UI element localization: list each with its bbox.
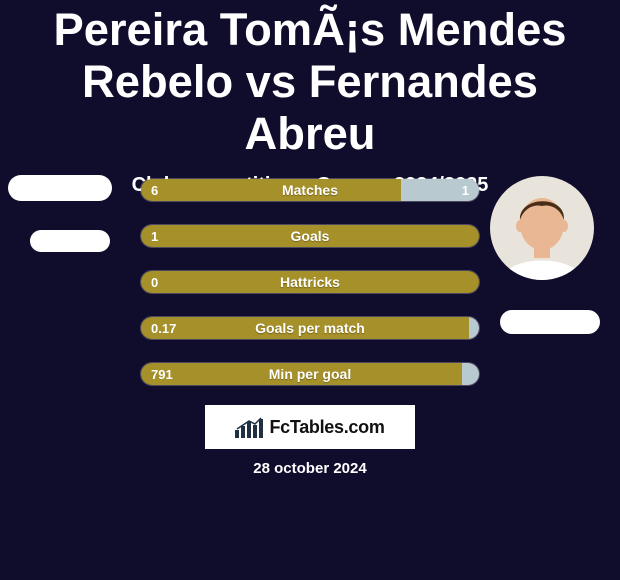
stat-bar-label: Matches	[141, 179, 479, 201]
stat-bar-row: 1Goals	[140, 224, 480, 248]
stat-bar-row: 61Matches	[140, 178, 480, 202]
stat-bars: 61Matches 1Goals 0Hattricks 0.17Goals per m…	[140, 178, 480, 408]
player-left-chip-1	[8, 175, 112, 201]
avatar-illustration	[490, 176, 594, 280]
stat-bar-label: Goals	[141, 225, 479, 247]
page-title: Pereira TomÃ¡s Mendes Rebelo vs Fernande…	[0, 0, 620, 160]
player-left-chip-2	[30, 230, 110, 252]
branding-box: FcTables.com	[205, 405, 415, 449]
stat-bar-row: 0.17Goals per match	[140, 316, 480, 340]
date-stamp: 28 october 2024	[0, 460, 620, 477]
comparison-card: Pereira TomÃ¡s Mendes Rebelo vs Fernande…	[0, 0, 620, 580]
fctables-logo-icon	[235, 416, 263, 438]
stat-bar-row: 0Hattricks	[140, 270, 480, 294]
stat-bar-label: Hattricks	[141, 271, 479, 293]
player-right-chip-1	[500, 310, 600, 334]
branding-text: FcTables.com	[269, 417, 384, 438]
stat-bar-label: Min per goal	[141, 363, 479, 385]
player-right-avatar	[490, 176, 594, 280]
stat-bar-label: Goals per match	[141, 317, 479, 339]
stat-bar-row: 791Min per goal	[140, 362, 480, 386]
